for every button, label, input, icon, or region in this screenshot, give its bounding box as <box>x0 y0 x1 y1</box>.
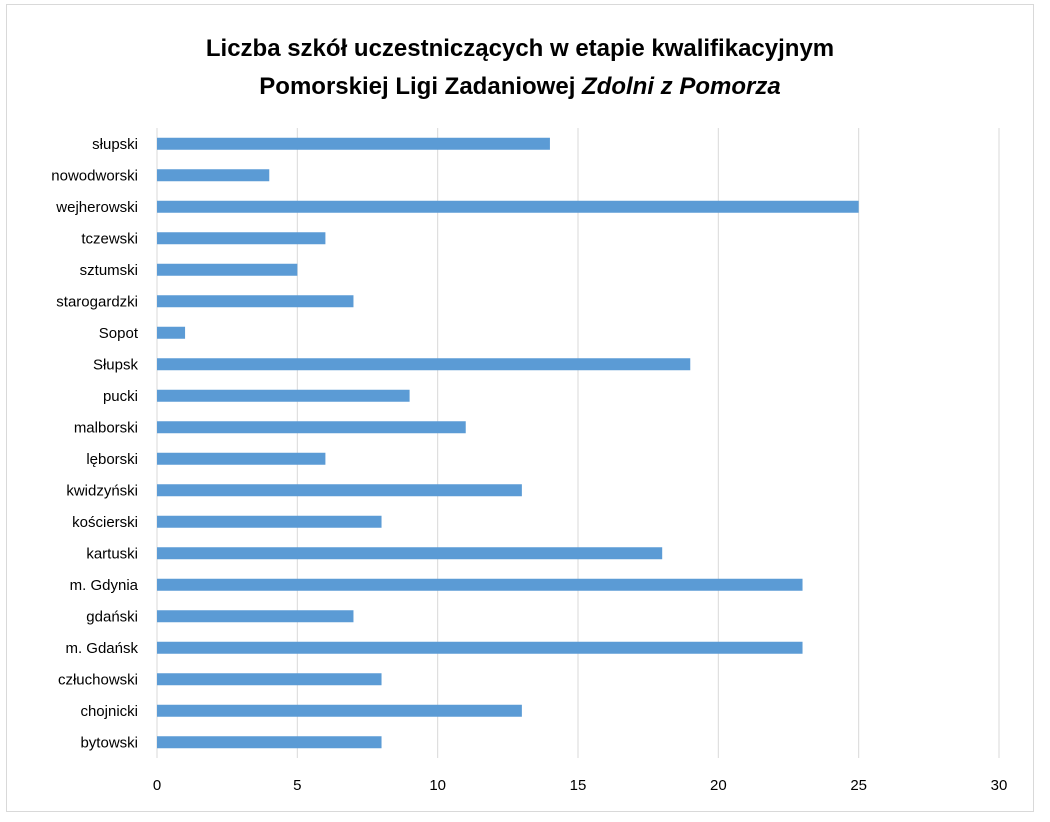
category-label: wejherowski <box>55 199 138 216</box>
bar <box>157 389 410 402</box>
x-tick-label: 25 <box>850 777 867 794</box>
x-tick-label: 0 <box>153 777 161 794</box>
category-label: człuchowski <box>58 671 138 688</box>
category-label: kartuski <box>86 545 138 562</box>
x-tick-label: 15 <box>570 777 587 794</box>
bar <box>157 484 522 497</box>
category-label: kwidzyński <box>66 482 138 499</box>
category-label: Słupsk <box>93 356 139 373</box>
category-label: bytowski <box>80 734 138 751</box>
bar <box>157 137 550 150</box>
bar <box>157 169 270 182</box>
bar <box>157 515 382 528</box>
category-label: kościerski <box>72 514 138 531</box>
category-label: sztumski <box>80 262 138 279</box>
chart-title-line-2: Pomorskiej Ligi Zadaniowej Zdolni z Pomo… <box>0 68 1040 106</box>
chart-title-line-1: Liczba szkół uczestniczących w etapie kw… <box>205 35 835 62</box>
x-tick-label: 20 <box>710 777 727 794</box>
category-label: m. Gdańsk <box>65 640 138 657</box>
bar <box>157 736 382 749</box>
category-label: Sopot <box>99 325 139 342</box>
bar <box>157 641 803 654</box>
category-label: malborski <box>74 419 138 436</box>
category-label: nowodworski <box>51 167 138 184</box>
category-labels: słupski nowodworski wejherowski tczewski szt… <box>51 136 139 752</box>
x-tick-label: 10 <box>429 777 446 794</box>
bar <box>157 295 354 308</box>
category-label: gdański <box>86 608 138 625</box>
x-tick-labels: 0 5 10 15 20 25 30 <box>153 777 1008 794</box>
category-label: starogardzki <box>56 293 138 310</box>
bar <box>157 673 382 686</box>
bar <box>157 421 466 434</box>
bar <box>157 452 326 465</box>
bar <box>157 358 691 371</box>
x-tick-label: 5 <box>293 777 301 794</box>
category-label: słupski <box>92 136 138 153</box>
category-label: tczewski <box>81 230 138 247</box>
bar <box>157 326 186 339</box>
bar <box>157 232 326 245</box>
chart-title-line-2-italic: Zdolni z Pomorza <box>582 73 781 100</box>
category-label: m. Gdynia <box>70 577 139 594</box>
grid-lines <box>156 128 1000 758</box>
bar <box>157 547 663 560</box>
bar <box>157 263 298 276</box>
bar <box>157 704 522 717</box>
category-label: pucki <box>103 388 138 405</box>
category-label: chojnicki <box>80 703 138 720</box>
category-label: lęborski <box>86 451 138 468</box>
bar <box>157 200 859 213</box>
chart-title-line-2-prefix: Pomorskiej Ligi Zadaniowej <box>259 73 583 100</box>
x-tick-label: 30 <box>991 777 1008 794</box>
bar <box>157 578 803 591</box>
chart-title: Liczba szkół uczestniczących w etapie kw… <box>0 30 1040 106</box>
bars <box>157 137 859 749</box>
bar <box>157 610 354 623</box>
